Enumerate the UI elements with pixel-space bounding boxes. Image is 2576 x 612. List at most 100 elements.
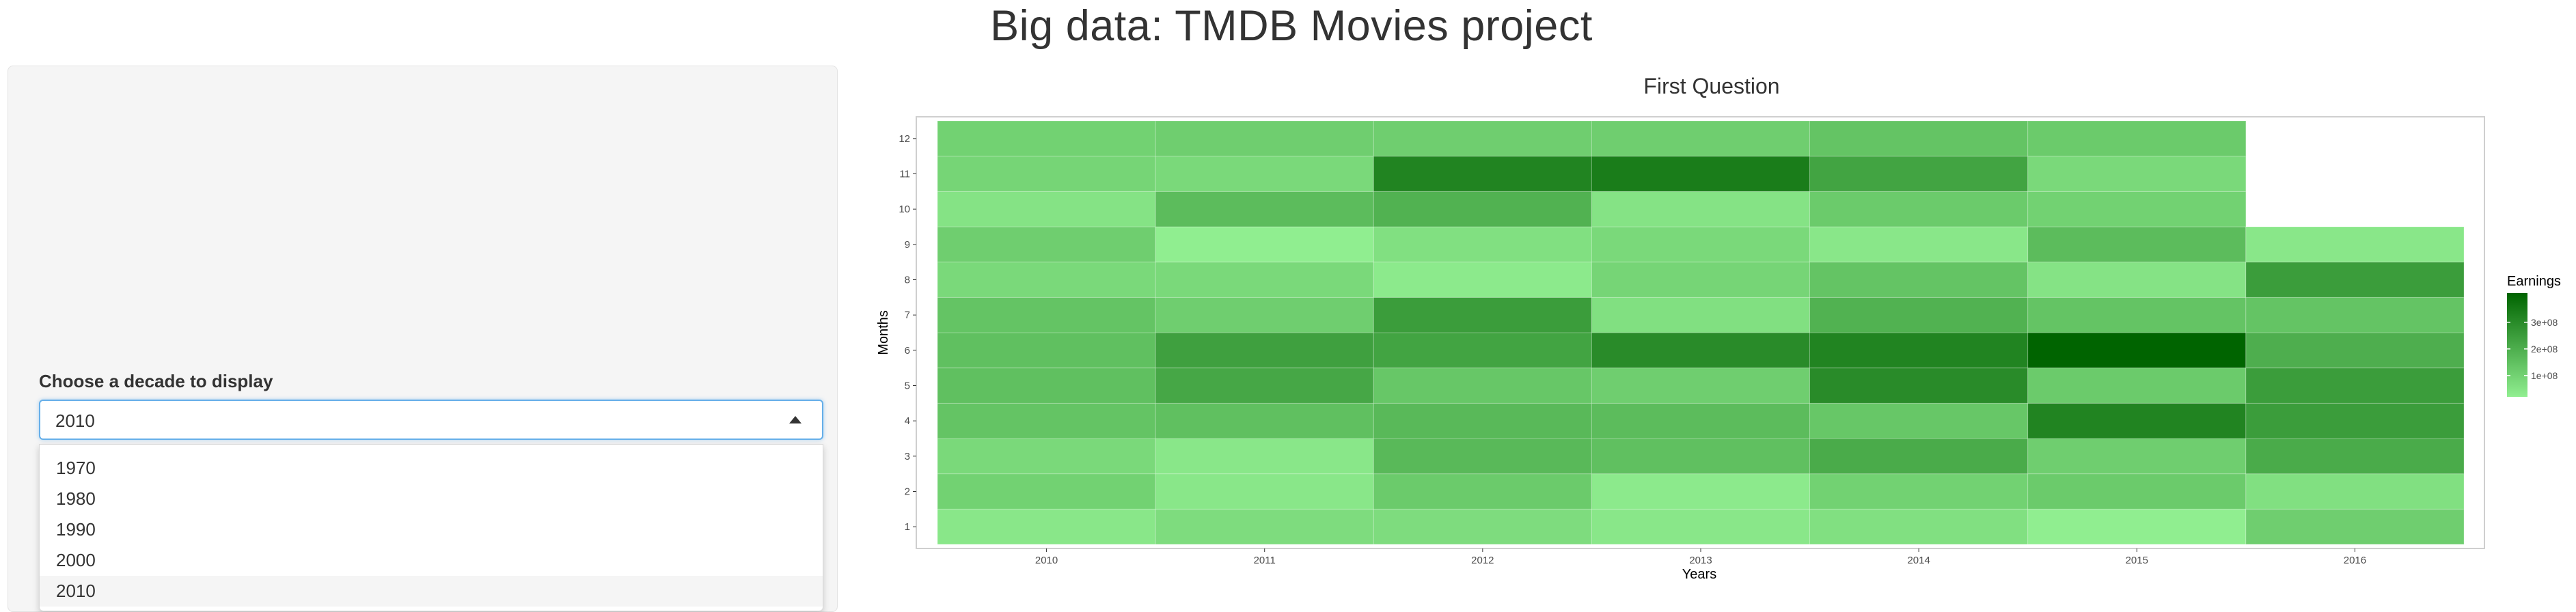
heatmap-cell-2014-12 [1809, 120, 2029, 157]
decade-select[interactable]: 2010 [39, 400, 823, 440]
heatmap-cell-2013-12 [1591, 120, 1811, 157]
heatmap-cell-2015-12 [2027, 120, 2247, 157]
heatmap-cell-2011-6 [1155, 332, 1374, 369]
heatmap-cell-2012-3 [1373, 438, 1592, 475]
heatmap-cell-2010-12 [937, 120, 1156, 157]
heatmap-cell-2015-10 [2027, 191, 2247, 227]
heatmap-cell-2014-8 [1809, 262, 2029, 298]
x-tick-label: 2011 [1254, 555, 1276, 566]
earnings-heatmap: 2010 2011 2012 2013 2014 2015 2016 12345678910… [876, 116, 2561, 582]
heatmap-cell-2014-1 [1809, 508, 2029, 545]
heatmap-cell-2016-4 [2245, 402, 2465, 439]
decade-option-1990[interactable]: 1990 [56, 519, 96, 540]
heatmap-cell-2011-8 [1155, 262, 1374, 298]
heatmap-cell-2010-2 [937, 473, 1156, 510]
caret-up-icon[interactable] [789, 416, 801, 423]
legend-tick-label: 1e+08 [2531, 370, 2558, 381]
heatmap-cell-2015-5 [2027, 367, 2247, 404]
y-tick-label: 3 [905, 451, 910, 462]
heatmap-cell-2015-1 [2027, 508, 2247, 545]
decade-select-value: 2010 [55, 411, 95, 431]
heatmap-cell-2012-8 [1373, 262, 1592, 298]
heatmap-cell-2010-8 [937, 262, 1156, 298]
decade-option-1970[interactable]: 1970 [56, 458, 96, 478]
heatmap-cell-2013-10 [1591, 191, 1811, 227]
heatmap-cell-2011-3 [1155, 438, 1374, 475]
heatmap-cell-2016-6 [2245, 332, 2465, 369]
heatmap-cell-2014-5 [1809, 367, 2029, 404]
y-tick-label: 1 [905, 521, 910, 533]
heatmap-cell-2013-8 [1591, 262, 1811, 298]
legend-tick-label: 2e+08 [2531, 344, 2558, 354]
decade-select-label: Choose a decade to display [39, 371, 273, 391]
y-tick-label: 7 [905, 309, 910, 321]
heatmap-cell-2015-4 [2027, 402, 2247, 439]
heatmap-cell-2015-11 [2027, 156, 2247, 192]
heatmap-cell-2016-8 [2245, 262, 2465, 298]
heatmap-cell-2012-10 [1373, 191, 1592, 227]
heatmap-cells [937, 120, 2465, 545]
heatmap-cell-2016-7 [2245, 296, 2465, 333]
heatmap-cell-2014-3 [1809, 438, 2029, 475]
heatmap-cell-2011-12 [1155, 120, 1374, 157]
decade-dropdown-menu: 1970 1980 1990 2000 2010 [39, 444, 823, 611]
heatmap-cell-2015-8 [2027, 262, 2247, 298]
x-tick-label: 2012 [1471, 555, 1494, 566]
y-tick-label: 12 [899, 133, 910, 145]
heatmap-cell-2014-9 [1809, 226, 2029, 263]
heatmap-cell-2012-2 [1373, 473, 1592, 510]
heatmap-cell-2016-2 [2245, 473, 2465, 510]
heatmap-cell-2012-11 [1373, 156, 1592, 192]
heatmap-cell-2012-7 [1373, 296, 1592, 333]
color-legend: Earnings 1e+08 2e+08 3e+08 [2507, 274, 2561, 397]
heatmap-cell-2014-4 [1809, 402, 2029, 439]
legend-ticks: 1e+08 2e+08 3e+08 [2507, 317, 2558, 381]
page-title: Big data: TMDB Movies project [990, 2, 1593, 50]
heatmap-cell-2015-2 [2027, 473, 2247, 510]
heatmap-cell-2014-7 [1809, 296, 2029, 333]
heatmap-cell-2012-6 [1373, 332, 1592, 369]
x-tick-label: 2014 [1907, 555, 1930, 566]
heatmap-cell-2011-4 [1155, 402, 1374, 439]
heatmap-cell-2014-11 [1809, 156, 2029, 192]
heatmap-cell-2010-11 [937, 156, 1156, 192]
heatmap-cell-2016-3 [2245, 438, 2465, 475]
decade-option-1980[interactable]: 1980 [56, 488, 96, 509]
y-tick-label: 8 [905, 275, 910, 286]
heatmap-cell-2011-10 [1155, 191, 1374, 227]
legend-colorbar [2507, 293, 2527, 397]
heatmap-cell-2014-2 [1809, 473, 2029, 510]
decade-option-2010[interactable]: 2010 [40, 576, 823, 607]
y-tick-label: 11 [899, 169, 910, 180]
heatmap-cell-2013-11 [1591, 156, 1811, 192]
heatmap-cell-2012-4 [1373, 402, 1592, 439]
y-axis-label: Months [876, 310, 891, 355]
decade-option-2000[interactable]: 2000 [56, 550, 96, 570]
heatmap-cell-2011-1 [1155, 508, 1374, 545]
heatmap-cell-2010-1 [937, 508, 1156, 545]
heatmap-cell-2010-7 [937, 296, 1156, 333]
x-axis-label: Years [1682, 567, 1716, 582]
heatmap-cell-2010-9 [937, 226, 1156, 263]
y-tick-label: 2 [905, 486, 910, 498]
heatmap-cell-2014-10 [1809, 191, 2029, 227]
x-tick-label: 2015 [2126, 555, 2148, 566]
heatmap-cell-2012-12 [1373, 120, 1592, 157]
y-tick-label: 9 [905, 239, 910, 251]
heatmap-cell-2015-3 [2027, 438, 2247, 475]
y-tick-label: 4 [905, 415, 910, 427]
y-tick-label: 10 [899, 204, 910, 215]
heatmap-cell-2011-2 [1155, 473, 1374, 510]
heatmap-cell-2016-9 [2245, 226, 2465, 263]
heatmap-cell-2011-9 [1155, 226, 1374, 263]
heatmap-cell-2013-2 [1591, 473, 1811, 510]
heatmap-cell-2010-6 [937, 332, 1156, 369]
x-axis-ticks: 2010 2011 2012 2013 2014 2015 2016 [1035, 548, 2366, 566]
heatmap-cell-2012-9 [1373, 226, 1592, 263]
heatmap-cell-2015-6 [2027, 332, 2247, 369]
legend-tick-label: 3e+08 [2531, 317, 2558, 328]
legend-title: Earnings [2507, 274, 2561, 289]
heatmap-cell-2010-10 [937, 191, 1156, 227]
heatmap-cell-2016-5 [2245, 367, 2465, 404]
